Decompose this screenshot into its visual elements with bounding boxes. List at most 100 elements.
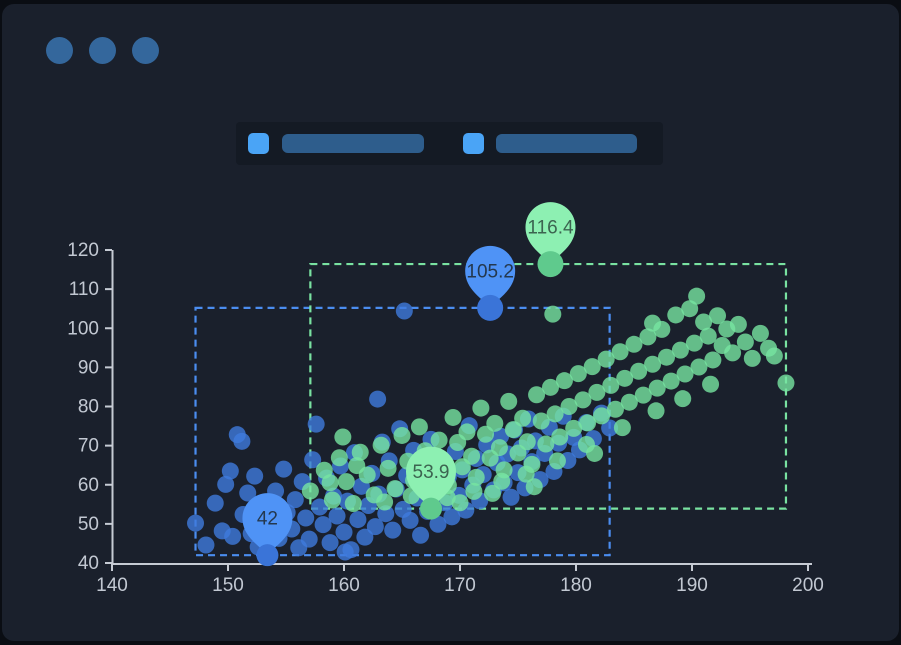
scatter-point-blue[interactable]: [206, 494, 224, 512]
scatter-point-blue[interactable]: [297, 509, 315, 527]
green-min-pin-marker[interactable]: [406, 446, 456, 509]
scatter-point-blue[interactable]: [321, 534, 339, 552]
scatter-point-green[interactable]: [490, 439, 508, 457]
scatter-point-green[interactable]: [606, 400, 624, 418]
window-dot-2-icon[interactable]: [89, 37, 116, 64]
scatter-point-green[interactable]: [379, 459, 397, 477]
scatter-point-blue[interactable]: [197, 536, 215, 554]
scatter-point-green[interactable]: [702, 375, 720, 393]
scatter-point-blue[interactable]: [304, 451, 322, 469]
scatter-point-blue[interactable]: [366, 518, 384, 536]
scatter-point-blue[interactable]: [384, 521, 402, 539]
green-max-pin-marker[interactable]: [525, 202, 576, 265]
scatter-point-green[interactable]: [514, 409, 532, 427]
scatter-point-green[interactable]: [657, 348, 675, 366]
scatter-point-green[interactable]: [483, 484, 501, 502]
scatter-point-blue[interactable]: [328, 507, 346, 525]
scatter-point-blue[interactable]: [429, 515, 447, 533]
scatter-point-blue[interactable]: [342, 541, 360, 559]
scatter-point-green[interactable]: [430, 431, 448, 449]
legend-swatch-blue[interactable]: [248, 133, 269, 154]
scatter-point-green[interactable]: [704, 351, 722, 369]
scatter-point-green[interactable]: [565, 419, 583, 437]
scatter-point-green[interactable]: [695, 313, 713, 331]
scatter-point-green[interactable]: [588, 383, 606, 401]
scatter-point-blue[interactable]: [307, 415, 325, 433]
scatter-point-green[interactable]: [465, 482, 483, 500]
scatter-point-green[interactable]: [579, 414, 597, 432]
scatter-point-green[interactable]: [667, 306, 685, 324]
scatter-point-green[interactable]: [458, 423, 476, 441]
scatter-point-green[interactable]: [548, 452, 566, 470]
scatter-point-blue[interactable]: [502, 488, 520, 506]
scatter-point-blue[interactable]: [335, 523, 353, 541]
scatter-point-green[interactable]: [500, 392, 518, 410]
scatter-point-blue[interactable]: [224, 527, 242, 545]
scatter-point-blue[interactable]: [601, 419, 619, 437]
scatter-point-green[interactable]: [685, 334, 703, 352]
scatter-point-green[interactable]: [648, 379, 666, 397]
scatter-point-green[interactable]: [616, 369, 634, 387]
scatter-point-green[interactable]: [743, 349, 761, 367]
scatter-point-green[interactable]: [486, 414, 504, 432]
scatter-point-green[interactable]: [699, 327, 717, 345]
scatter-point-green[interactable]: [323, 491, 341, 509]
scatter-point-blue[interactable]: [221, 462, 239, 480]
scatter-point-green[interactable]: [410, 418, 428, 436]
scatter-point-green[interactable]: [301, 482, 319, 500]
scatter-point-green[interactable]: [729, 315, 747, 333]
scatter-point-green[interactable]: [467, 468, 485, 486]
scatter-point-green[interactable]: [444, 408, 462, 426]
scatter-point-green[interactable]: [555, 372, 573, 390]
scatter-point-green[interactable]: [537, 435, 555, 453]
scatter-point-green[interactable]: [525, 478, 543, 496]
scatter-point-green[interactable]: [472, 399, 490, 417]
scatter-point-blue[interactable]: [233, 432, 251, 450]
scatter-point-green[interactable]: [613, 419, 631, 437]
scatter-point-green[interactable]: [724, 344, 742, 362]
scatter-point-blue[interactable]: [314, 516, 332, 534]
scatter-point-blue[interactable]: [356, 528, 374, 546]
scatter-point-blue[interactable]: [246, 467, 264, 485]
scatter-point-green[interactable]: [583, 358, 601, 376]
legend-label-bar-green[interactable]: [496, 134, 637, 153]
scatter-point-green[interactable]: [602, 376, 620, 394]
scatter-point-green[interactable]: [644, 355, 662, 373]
scatter-point-green[interactable]: [676, 365, 694, 383]
scatter-point-green[interactable]: [386, 480, 404, 498]
scatter-point-blue[interactable]: [286, 491, 304, 509]
scatter-point-green[interactable]: [681, 300, 699, 318]
scatter-point-green[interactable]: [546, 405, 564, 423]
scatter-point-green[interactable]: [674, 390, 692, 408]
scatter-point-green[interactable]: [620, 393, 638, 411]
window-dot-3-icon[interactable]: [132, 37, 159, 64]
scatter-point-green[interactable]: [337, 473, 355, 491]
scatter-point-blue[interactable]: [412, 526, 430, 544]
scatter-point-green[interactable]: [765, 347, 783, 365]
scatter-point-green[interactable]: [634, 386, 652, 404]
scatter-point-green[interactable]: [463, 447, 481, 465]
blue-max-pin-marker[interactable]: [465, 245, 516, 308]
scatter-point-blue[interactable]: [369, 390, 387, 408]
scatter-point-green[interactable]: [504, 421, 522, 439]
scatter-point-green[interactable]: [611, 343, 629, 361]
scatter-point-green[interactable]: [751, 324, 769, 342]
scatter-point-green[interactable]: [593, 407, 611, 425]
scatter-point-green[interactable]: [393, 426, 411, 444]
scatter-point-green[interactable]: [630, 362, 648, 380]
scatter-point-blue[interactable]: [217, 475, 235, 493]
scatter-point-green[interactable]: [647, 402, 665, 420]
scatter-point-blue[interactable]: [443, 508, 461, 526]
scatter-point-green[interactable]: [709, 307, 727, 325]
scatter-point-green[interactable]: [495, 461, 513, 479]
scatter-point-green[interactable]: [597, 350, 615, 368]
blue-min-pin-marker[interactable]: [242, 493, 293, 556]
scatter-point-green[interactable]: [569, 365, 587, 383]
scatter-point-blue[interactable]: [187, 514, 205, 532]
window-dot-1-icon[interactable]: [46, 37, 73, 64]
scatter-point-green[interactable]: [574, 391, 592, 409]
scatter-point-green[interactable]: [690, 358, 708, 376]
scatter-point-green[interactable]: [541, 378, 559, 396]
scatter-point-green[interactable]: [662, 372, 680, 390]
scatter-point-green[interactable]: [518, 433, 536, 451]
